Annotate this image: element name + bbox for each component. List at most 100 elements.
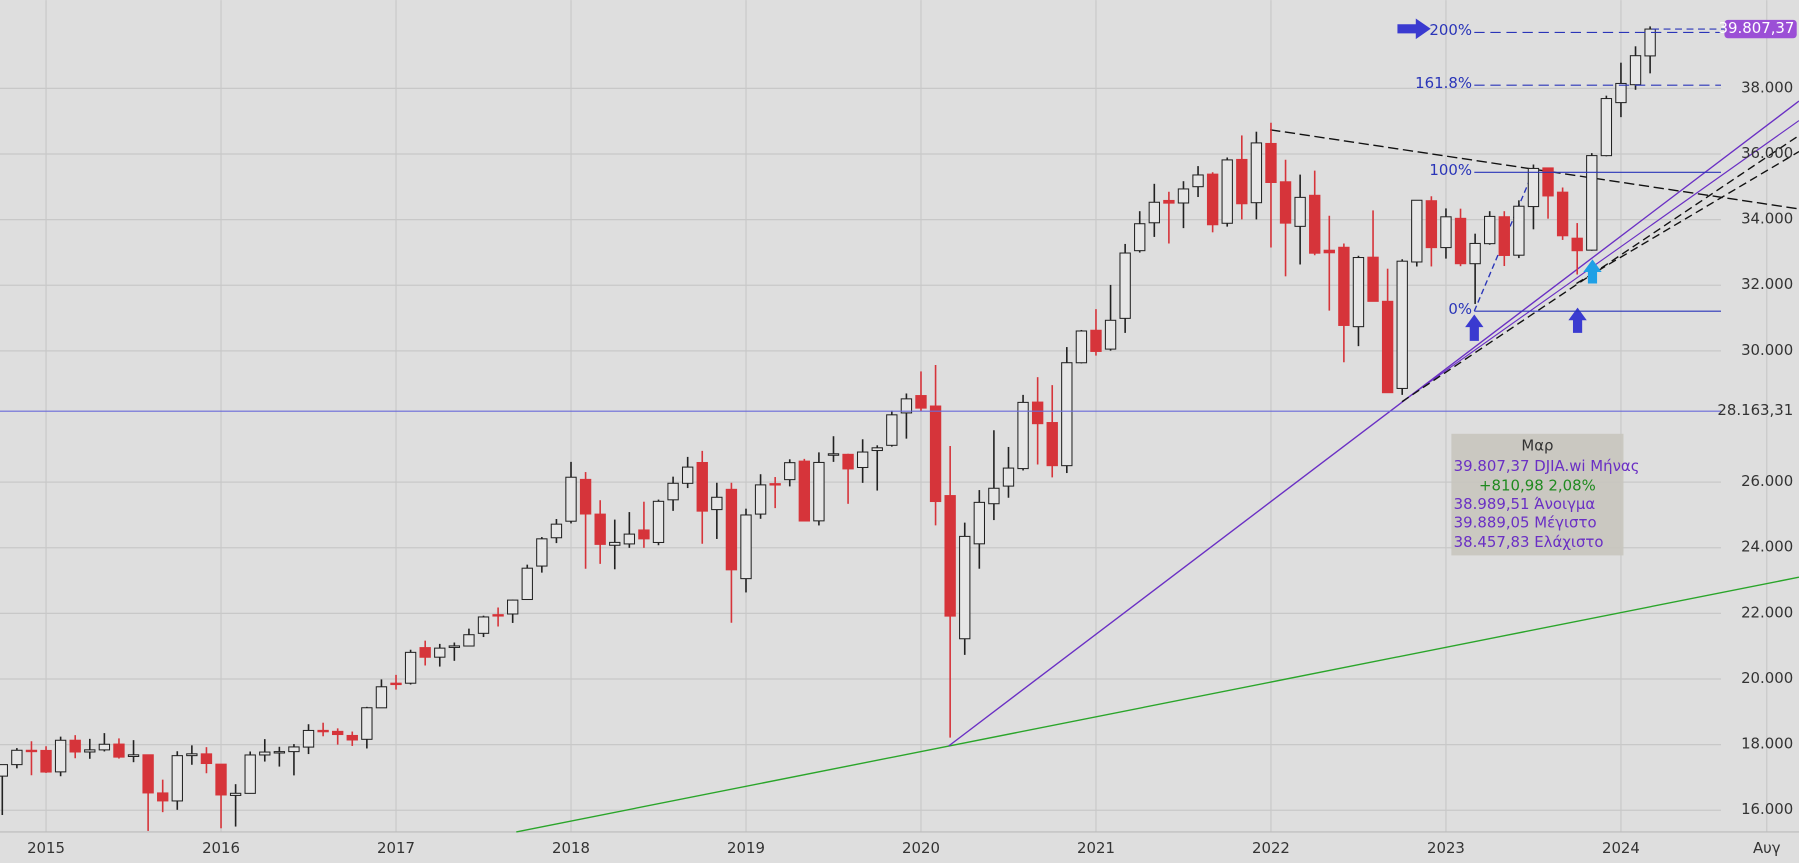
candle-body [1119, 252, 1131, 319]
trend-line-purple-2 [1401, 120, 1799, 403]
y-tick-label: 30.000 [1741, 341, 1793, 359]
candle-body [681, 466, 694, 484]
candle-body [1484, 215, 1496, 245]
y-tick-label: 34.000 [1741, 210, 1793, 228]
candle-body [1615, 82, 1627, 104]
x-tick-label: 2022 [1252, 839, 1290, 857]
candle-body [215, 763, 227, 796]
trend-line-green [516, 576, 1799, 833]
candle-body [361, 707, 373, 740]
candle-body [492, 614, 504, 617]
candle-body [1090, 329, 1102, 352]
candle-body [419, 647, 431, 658]
candle-body [740, 514, 752, 580]
y-tick-label: 32.000 [1741, 275, 1793, 293]
candle-body [871, 447, 883, 452]
candle-body [346, 734, 358, 741]
y-tick-label: 22.000 [1741, 603, 1793, 621]
candle-body [11, 749, 23, 766]
candle-body [448, 645, 461, 648]
candle-body [959, 535, 971, 640]
x-tick-label: 2016 [202, 839, 240, 857]
candle-body [1236, 158, 1248, 205]
candle-body [1469, 242, 1481, 265]
candle-body [1498, 216, 1510, 256]
candle-body [798, 460, 811, 522]
y-tick-label: 18.000 [1741, 735, 1793, 753]
candle-body [886, 414, 898, 446]
candle-body [317, 729, 329, 733]
candle-body [1279, 181, 1292, 224]
candle-body [1338, 246, 1350, 326]
candle-body [434, 647, 446, 658]
candle-body [827, 453, 840, 456]
trend-line-dashed [1576, 150, 1799, 285]
candle-body [652, 500, 665, 543]
info-title: Μαρ [1521, 436, 1553, 454]
candle-body [113, 743, 125, 758]
x-tick-label: 2021 [1077, 839, 1115, 857]
candle-body [1206, 173, 1219, 226]
candle-body [1134, 223, 1146, 252]
x-tick-label: 2017 [377, 839, 415, 857]
info-line: 38.989,51 Άνοιγμα [1454, 495, 1596, 513]
candle-body [84, 749, 96, 753]
candle-body [288, 746, 300, 753]
candle-body [1163, 199, 1175, 204]
candle-body [404, 651, 417, 684]
candle-body [536, 538, 548, 567]
y-tick-label: 20.000 [1741, 669, 1793, 687]
candle-body [186, 753, 198, 757]
last-price-label: 39.807,37 [1719, 19, 1795, 37]
candle-body [1556, 191, 1569, 237]
candle-body [915, 395, 927, 409]
candle-body [1396, 260, 1408, 389]
candle-body [1644, 28, 1656, 57]
candle-body [171, 755, 183, 802]
candle-body [1177, 188, 1190, 204]
candle-body [1586, 155, 1598, 251]
candle-body [1250, 142, 1263, 204]
candle-body [157, 792, 169, 802]
candle-body [769, 483, 781, 486]
candle-body [944, 495, 956, 617]
fib-level-label: 0% [1448, 300, 1472, 318]
grid-layer [0, 0, 1799, 833]
candle-body [1513, 205, 1525, 256]
candle-body [550, 523, 563, 539]
arrow-up [1465, 314, 1484, 341]
candle-body [842, 453, 854, 470]
candle-body [521, 567, 533, 601]
candle-body [244, 754, 256, 794]
candle-body [638, 529, 650, 540]
x-tick-label: 2015 [27, 839, 65, 857]
info-box-bg [1451, 433, 1624, 556]
arrow-up [1568, 307, 1587, 333]
candle-body [667, 482, 679, 501]
candle-body [1309, 194, 1321, 254]
y-tick-label: 36.000 [1741, 144, 1793, 162]
candle-body [40, 749, 52, 773]
x-tick-label: 2023 [1427, 839, 1465, 857]
candle-body [259, 751, 271, 756]
candle-body [1192, 174, 1204, 188]
candle-body [1323, 249, 1335, 254]
candle-body [609, 541, 621, 546]
candle-body [1002, 467, 1015, 487]
candle-body [375, 686, 388, 709]
trend-line-dashed [1401, 134, 1799, 403]
candle-body [98, 743, 111, 751]
candle-body [1352, 257, 1365, 328]
candle-body [302, 729, 315, 748]
candle-body [1542, 167, 1554, 197]
candle-body [813, 461, 825, 522]
x-tick-label: 2024 [1602, 839, 1640, 857]
candle-body [1600, 98, 1613, 157]
candle-body [1381, 300, 1394, 394]
drawings [516, 18, 1799, 833]
candle-body [696, 461, 708, 512]
candle-body [390, 682, 402, 686]
info-box: Μαρ 39.807,37 DJIA.wi Μήνας +810,98 2,08… [1451, 433, 1639, 556]
candle-body [477, 616, 490, 634]
